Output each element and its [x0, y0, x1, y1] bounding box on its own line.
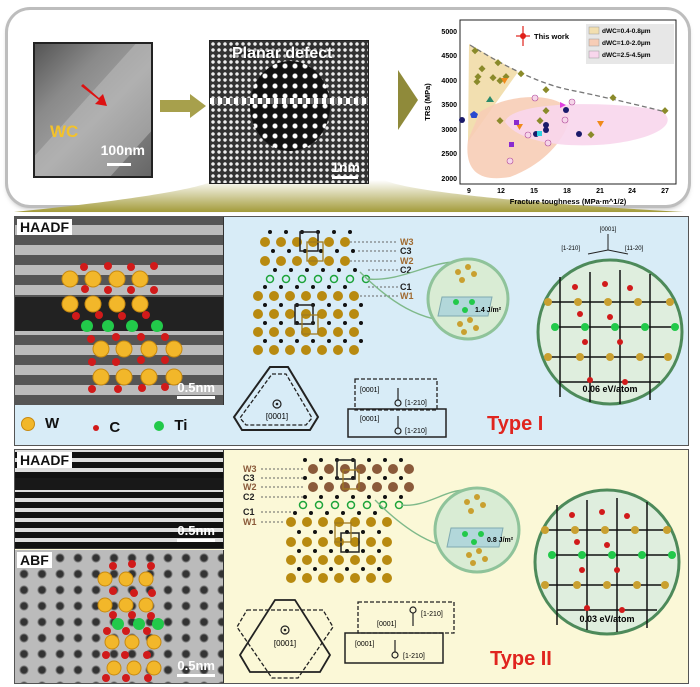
- svg-text:[1-210]: [1-210]: [561, 246, 580, 252]
- svg-text:4000: 4000: [441, 78, 457, 85]
- svg-text:[1-210]: [1-210]: [405, 400, 427, 407]
- haadf-image-type2: HAADF 0.5nm: [15, 450, 224, 549]
- sem-image: WC 100nm: [33, 42, 153, 178]
- scale-bar-label: 1nm: [331, 159, 360, 175]
- w-atom-icon: [21, 416, 35, 431]
- svg-text:dWC=0.4-0.8μm: dWC=0.4-0.8μm: [602, 28, 651, 35]
- svg-text:5000: 5000: [441, 29, 457, 36]
- c-atom-icon: [93, 424, 100, 431]
- type2-schematic: W3 C3 W2 C2 C1 W1 0.8 J/m² 0.03 eV/atom: [236, 458, 681, 679]
- svg-text:dWC=2.5-4.5μm: dWC=2.5-4.5μm: [602, 52, 651, 59]
- svg-text:TRS (MPa): TRS (MPa): [423, 83, 432, 121]
- svg-text:9: 9: [467, 188, 471, 195]
- haadf-image-type1: HAADF 0.5nm: [15, 217, 224, 405]
- svg-text:15: 15: [530, 188, 538, 195]
- svg-text:[1-210]: [1-210]: [421, 611, 443, 618]
- right-arrow-icon: [160, 94, 206, 118]
- scale-bar-label: 100nm: [100, 142, 145, 158]
- svg-text:2500: 2500: [441, 151, 457, 158]
- svg-text:This work: This work: [534, 32, 570, 41]
- red-arrow-icon: [81, 84, 107, 106]
- atom-overlay: [97, 560, 164, 682]
- svg-text:18: 18: [563, 188, 571, 195]
- svg-text:[0001]: [0001]: [355, 641, 375, 648]
- ti-atom-icon: [154, 420, 165, 431]
- svg-text:W1: W1: [400, 291, 414, 301]
- svg-text:2000: 2000: [441, 176, 457, 183]
- svg-text:W3: W3: [243, 464, 257, 474]
- haadf-label: HAADF: [17, 452, 72, 468]
- svg-text:[1-210]: [1-210]: [405, 428, 427, 435]
- type1-schematic: W3 C3 W2 C2 C1 W1 1.4 J/m² 0.06 eV/atom …: [232, 227, 684, 438]
- atom-legend: W C Ti: [21, 415, 217, 436]
- svg-text:[11-20]: [11-20]: [625, 246, 644, 252]
- svg-text:C1: C1: [243, 507, 255, 517]
- svg-text:[0001]: [0001]: [377, 621, 397, 628]
- atom-overlay: [61, 262, 183, 393]
- scale-bar-label: 0.5nm: [177, 380, 215, 399]
- abf-label: ABF: [17, 552, 52, 568]
- svg-text:0.03 eV/atom: 0.03 eV/atom: [579, 614, 634, 624]
- planar-defect-title: Planar defect: [232, 45, 333, 62]
- svg-text:W3: W3: [400, 237, 414, 247]
- svg-text:0.8 J/m²: 0.8 J/m²: [487, 537, 514, 544]
- svg-text:[1-210]: [1-210]: [403, 653, 425, 660]
- svg-text:W1: W1: [243, 517, 257, 527]
- legend-c: C: [93, 419, 120, 436]
- svg-text:C2: C2: [243, 492, 255, 502]
- svg-text:W2: W2: [243, 482, 257, 492]
- hrtem-image: Planar defect 1nm: [209, 40, 369, 184]
- svg-text:Fracture toughness (MPa·m^1/2): Fracture toughness (MPa·m^1/2): [510, 197, 627, 206]
- svg-text:[0001]: [0001]: [360, 387, 380, 394]
- svg-text:12: 12: [497, 188, 505, 195]
- trs-vs-toughness-chart: This work dWC=0.4-0.8μm dWC=1.0-2.0μm dW…: [423, 19, 677, 206]
- type-one-panel: HAADF 0.5nm W C Ti: [14, 216, 689, 446]
- svg-text:3500: 3500: [441, 102, 457, 109]
- legend-w: W: [21, 415, 59, 432]
- svg-text:C2: C2: [400, 265, 412, 275]
- svg-text:3000: 3000: [441, 127, 457, 134]
- haadf-label: HAADF: [17, 219, 72, 235]
- legend-ti: Ti: [154, 417, 187, 434]
- svg-text:[0001]: [0001]: [360, 416, 380, 423]
- svg-text:27: 27: [661, 188, 669, 195]
- svg-text:4500: 4500: [441, 53, 457, 60]
- svg-text:C3: C3: [400, 246, 412, 256]
- svg-text:24: 24: [628, 188, 636, 195]
- svg-text:[0001]: [0001]: [266, 412, 288, 421]
- svg-text:W2: W2: [400, 256, 414, 266]
- scale-bar-label: 0.5nm: [177, 658, 215, 677]
- scale-bar: [332, 176, 358, 179]
- chevron-right-icon: [398, 70, 418, 130]
- svg-text:dWC=1.0-2.0μm: dWC=1.0-2.0μm: [602, 40, 651, 47]
- svg-text:0.06 eV/atom: 0.06 eV/atom: [582, 384, 637, 394]
- zoom-funnel: [14, 180, 684, 212]
- wc-label: WC: [50, 122, 79, 141]
- svg-text:21: 21: [596, 188, 604, 195]
- scale-bar: [107, 163, 131, 166]
- svg-text:[0001]: [0001]: [274, 639, 296, 648]
- type-two-panel: HAADF 0.5nm ABF 0.5nm W3 C3 W2 C2 C1 W1: [14, 449, 689, 684]
- svg-text:C3: C3: [243, 473, 255, 483]
- svg-text:C1: C1: [400, 282, 412, 292]
- type-two-title: Type II: [490, 648, 552, 670]
- svg-text:[0001]: [0001]: [600, 227, 617, 233]
- svg-text:1.4 J/m²: 1.4 J/m²: [475, 307, 502, 314]
- abf-image: ABF 0.5nm: [15, 550, 224, 683]
- scale-bar-label: 0.5nm: [177, 523, 215, 542]
- type-one-title: Type I: [487, 413, 544, 435]
